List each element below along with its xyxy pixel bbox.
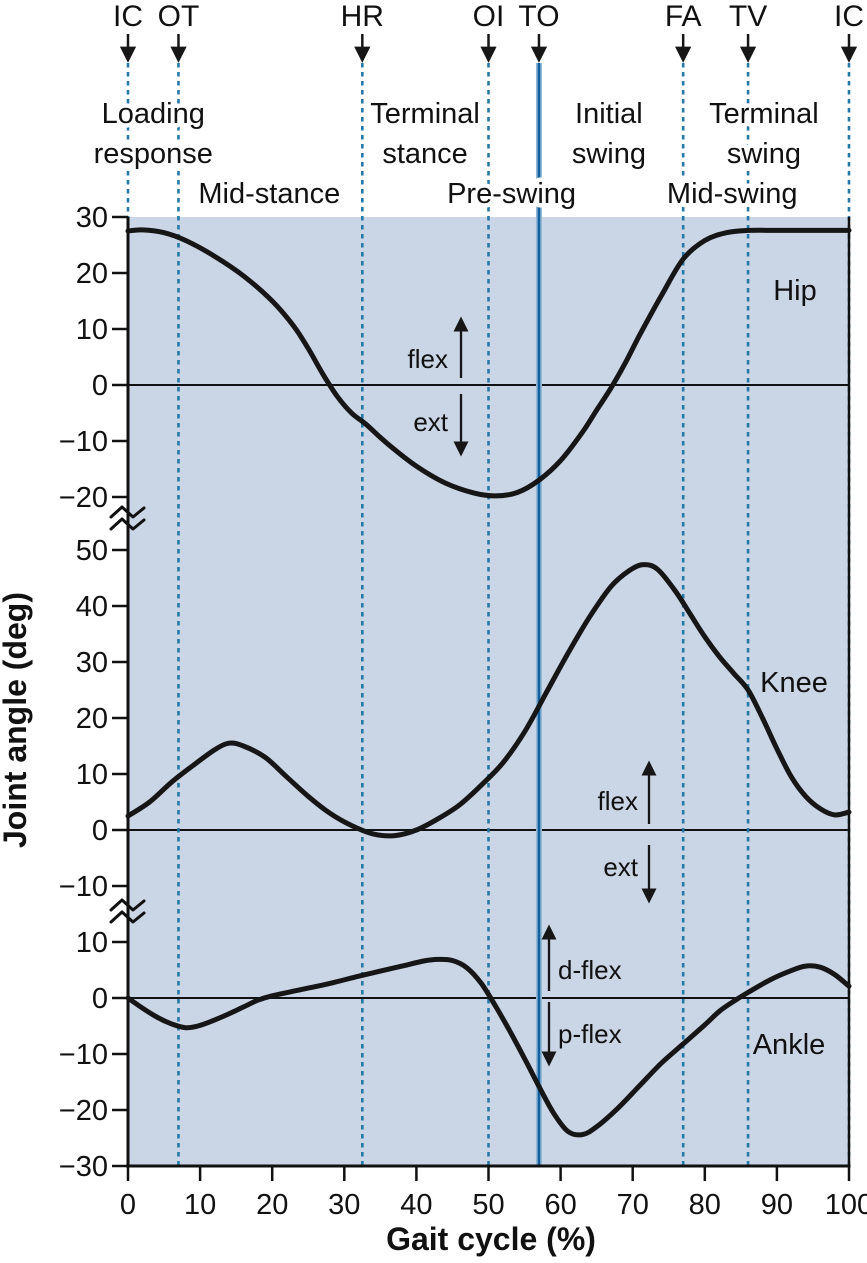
ankle-ytick-label: 0: [92, 983, 108, 1015]
knee-ytick-label: 0: [92, 815, 108, 847]
knee-ytick-label: 10: [76, 759, 108, 791]
event-label-tv: TV: [729, 0, 767, 33]
hip-curve: [125, 227, 852, 499]
knee-ytick-label: 20: [76, 703, 108, 735]
event-label-to: TO: [518, 0, 559, 33]
phase-label: Terminal: [709, 98, 819, 130]
knee-ytick-label: 30: [76, 647, 108, 679]
ankle-curve: [125, 956, 852, 1138]
knee-ytick-label: 40: [76, 591, 108, 623]
xtick-label: 40: [400, 1189, 432, 1221]
y-axis-title: Joint angle (deg): [0, 592, 33, 848]
xtick-label: 20: [256, 1189, 288, 1221]
phase-label: Mid-swing: [667, 178, 798, 210]
phase-label: swing: [727, 138, 801, 170]
phase-label: swing: [572, 138, 646, 170]
event-label-ic: IC: [113, 0, 143, 33]
event-label-hr: HR: [341, 0, 384, 33]
hip-ytick-label: 0: [92, 370, 108, 402]
knee-ytick-label: 50: [76, 535, 108, 567]
xtick-label: 100: [825, 1189, 867, 1221]
phase-label: Terminal: [370, 98, 480, 130]
event-label-ic: IC: [834, 0, 864, 33]
phase-label: Loading: [102, 98, 205, 130]
event-label-oi: OI: [473, 0, 505, 33]
hip-ytick-label: −10: [59, 426, 108, 458]
hip-ext-label: ext: [413, 407, 448, 437]
event-label-ot: OT: [158, 0, 200, 33]
xtick-label: 0: [120, 1189, 136, 1221]
hip-flex-label: flex: [408, 344, 448, 374]
xtick-label: 30: [328, 1189, 360, 1221]
hip-curve-label: Hip: [773, 275, 817, 307]
axis-break: [109, 505, 146, 519]
xtick-label: 90: [761, 1189, 793, 1221]
xtick-label: 80: [689, 1189, 721, 1221]
xtick-label: 60: [544, 1189, 576, 1221]
hip-ytick-label: 30: [76, 202, 108, 234]
xtick-label: 50: [472, 1189, 504, 1221]
knee-curve-label: Knee: [760, 667, 828, 699]
knee-flex-label: flex: [598, 786, 638, 816]
knee-ytick-label: −10: [59, 871, 108, 903]
ankle-ytick-label: −10: [59, 1039, 108, 1071]
ankle-ytick-label: −30: [59, 1151, 108, 1183]
ankle-ytick-label: −20: [59, 1095, 108, 1127]
phase-label: stance: [382, 138, 467, 170]
x-axis-title: Gait cycle (%): [386, 1221, 596, 1257]
phase-label: Pre-swing: [447, 178, 576, 210]
phase-label: Initial: [575, 98, 643, 130]
hip-ytick-label: 10: [76, 314, 108, 346]
axis-break: [109, 910, 146, 924]
phase-label: response: [94, 138, 213, 170]
ankle-pflex-label: p-flex: [558, 1019, 622, 1049]
knee-curve: [125, 562, 852, 839]
ankle-dflex-label: d-flex: [558, 955, 622, 985]
ankle-curve-label: Ankle: [753, 1029, 826, 1061]
event-label-fa: FA: [665, 0, 702, 33]
ankle-ytick-label: 10: [76, 927, 108, 959]
knee-ext-label: ext: [603, 852, 638, 882]
xtick-label: 70: [617, 1189, 649, 1221]
plot-background: [128, 217, 849, 1166]
phase-label: Mid-stance: [198, 178, 340, 210]
hip-ytick-label: 20: [76, 258, 108, 290]
xtick-label: 10: [184, 1189, 216, 1221]
axis-break: [109, 898, 146, 912]
hip-ytick-label: −20: [59, 482, 108, 514]
axis-break: [109, 517, 146, 531]
